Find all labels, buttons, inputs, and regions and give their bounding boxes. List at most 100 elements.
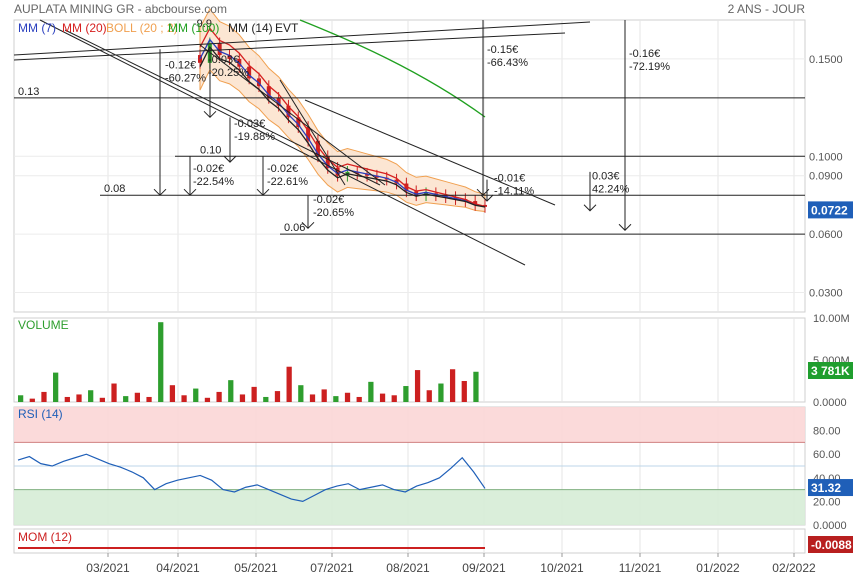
volume-bar [181,395,187,402]
legend-item: EVT [275,21,299,35]
volume-bar [99,397,105,402]
volume-bar [88,390,94,402]
measure-percent: 42.24% [592,184,630,196]
ma100-line [299,19,486,118]
candle-body [315,140,320,157]
rsi-title: RSI (14) [18,407,63,421]
rsi-tick-label: 20.00 [813,496,841,508]
volume-bar [473,371,479,402]
clipped-top-label: -9.9 [193,18,212,30]
measure-percent: -20.65% [313,207,354,219]
volume-badge [808,362,853,379]
candle-body [306,127,311,141]
volume-bar [368,381,374,402]
price-badge-value: 0.0722 [811,203,848,217]
measure-amount: 0.03€ [592,171,620,183]
x-tick-label: 09/2021 [462,561,506,575]
volume-bar [286,366,292,402]
volume-bar [263,396,269,402]
volume-tick-label: 0.0000 [813,397,847,409]
x-tick-label: 08/2021 [386,561,430,575]
measure-amount: -0.12€ [165,60,196,72]
measure-arrow [256,188,270,196]
volume-bar [134,392,141,402]
mom-badge-value: -0.0088 [811,538,852,552]
volume-bar [64,396,70,402]
volume-tick-label: 10.00M [813,313,850,325]
volume-bar [53,372,59,402]
volume-bar [18,395,24,402]
level-label: 0.13 [18,86,39,98]
legend-item: MM (7) [18,21,56,35]
candle-body [296,117,301,128]
volume-bar [111,383,117,402]
trend-line [39,19,526,266]
volume-bar [204,397,211,402]
ma20-line [199,27,486,207]
measure-arrow [153,188,167,196]
volume-bar [449,369,456,402]
x-tick-label: 05/2021 [234,561,278,575]
volume-bar [251,386,257,402]
annotation-layer: 0.130.100.080.06-0.12€-60.27%-0.03€-20.2… [18,18,670,234]
measure-amount: -0.02€ [193,163,224,175]
level-label: 0.10 [200,144,221,156]
grid-layer [13,19,806,554]
measure-percent: -22.61% [267,176,308,188]
measure-arrow [183,188,197,196]
panel-frame [13,317,806,403]
trend-line [64,29,381,186]
measure-arrow [480,194,494,202]
trend-line [13,32,566,61]
lines-layer [13,19,805,266]
volume-bar [403,386,409,402]
candle-body [473,201,478,205]
measure-amount: -0.03€ [234,118,265,130]
volume-bar [29,398,35,402]
volume-badge-value: 3 781K [811,364,850,378]
x-tick-label: 03/2021 [86,561,130,575]
candle-body [325,156,330,168]
price-tick-label: 0.0300 [809,288,843,300]
measure-percent: -20.25% [208,67,249,79]
volume-bar [274,391,281,402]
measure-arrow [583,204,597,212]
volume-bar [333,396,339,402]
candle-body [276,97,281,106]
volume-bar [123,396,129,402]
measure-amount: -0.02€ [267,163,298,175]
candle-body [266,86,271,98]
mom-title: MOM (12) [18,530,72,544]
measure-percent: -72.19% [629,61,670,73]
legend-item: BOLL (20 ; 2) [106,21,178,35]
x-tick-label: 04/2021 [156,561,200,575]
label-layer: 0.0722 AUPLATA MINING GR - abcbourse.com 2… [14,2,853,553]
volume-bar [461,381,467,402]
measure-amount: -0.16€ [629,48,660,60]
price-tick-label: 0.0600 [809,229,843,241]
price-tick-label: 0.0900 [809,171,843,183]
x-tick-label: 11/2021 [619,561,662,575]
mom-badge [808,536,853,553]
panel-frame [13,19,806,313]
x-tick-label: 07/2021 [310,561,354,575]
volume-layer [18,322,479,402]
measure-arrow [618,223,632,231]
candle-body [217,43,222,56]
volume-bar [76,394,82,402]
rsi-overbought-zone [14,407,805,443]
volume-bar [298,385,304,402]
measure-percent: -22.54% [193,176,234,188]
volume-bar [426,390,432,402]
candle-body [414,191,419,196]
trend-line [13,21,591,56]
volume-bar [228,380,234,402]
volume-bar [216,391,222,402]
ma14-line [199,45,486,208]
rsi-layer [14,407,805,525]
trend-line [304,99,556,206]
measure-amount: -0.02€ [313,194,344,206]
volume-bar [239,394,246,402]
rsi-tick-label: 0.0000 [813,520,847,532]
candle-body [365,173,370,176]
